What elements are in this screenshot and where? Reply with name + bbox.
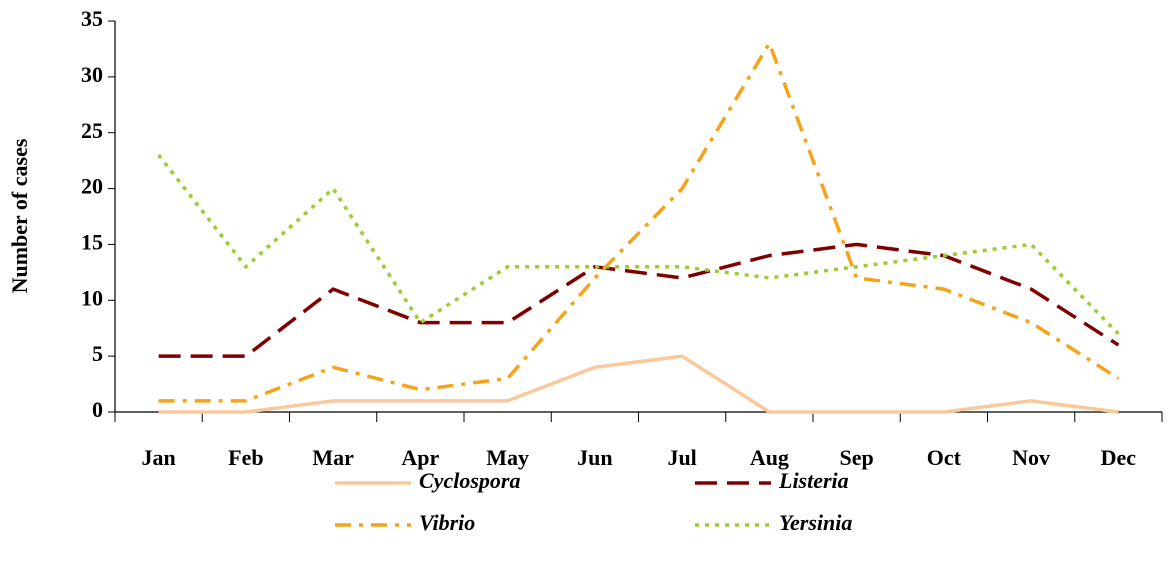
series-line xyxy=(158,39,1120,403)
legend-label: Listeria xyxy=(778,468,849,493)
y-tick-label: 35 xyxy=(81,6,103,31)
x-tick-label: Nov xyxy=(1012,445,1050,470)
x-tick-label: Dec xyxy=(1101,445,1137,470)
series-line xyxy=(158,354,1119,414)
y-tick-label: 25 xyxy=(81,118,103,143)
legend-label: Yersinia xyxy=(779,510,852,535)
x-tick-label: Mar xyxy=(312,445,354,470)
x-tick-label: May xyxy=(486,445,529,470)
y-tick-label: 5 xyxy=(92,341,103,366)
y-tick-label: 10 xyxy=(81,285,103,310)
x-tick-label: Oct xyxy=(927,445,962,470)
series-line xyxy=(158,242,1120,358)
series-line xyxy=(157,153,1120,336)
x-tick-label: Feb xyxy=(228,445,263,470)
y-tick-label: 30 xyxy=(81,62,103,87)
legend-label: Vibrio xyxy=(419,510,475,535)
y-tick-label: 15 xyxy=(81,229,103,254)
y-axis-label: Number of cases xyxy=(7,138,32,293)
y-tick-label: 0 xyxy=(92,397,103,422)
y-tick-label: 20 xyxy=(81,174,103,199)
x-tick-label: Aug xyxy=(750,445,789,470)
x-tick-label: Sep xyxy=(840,445,874,470)
legend-label: Cyclospora xyxy=(419,468,520,493)
x-tick-label: Jan xyxy=(142,445,176,470)
x-tick-label: Jul xyxy=(667,445,696,470)
x-tick-label: Jun xyxy=(577,445,612,470)
x-tick-label: Apr xyxy=(401,445,439,470)
